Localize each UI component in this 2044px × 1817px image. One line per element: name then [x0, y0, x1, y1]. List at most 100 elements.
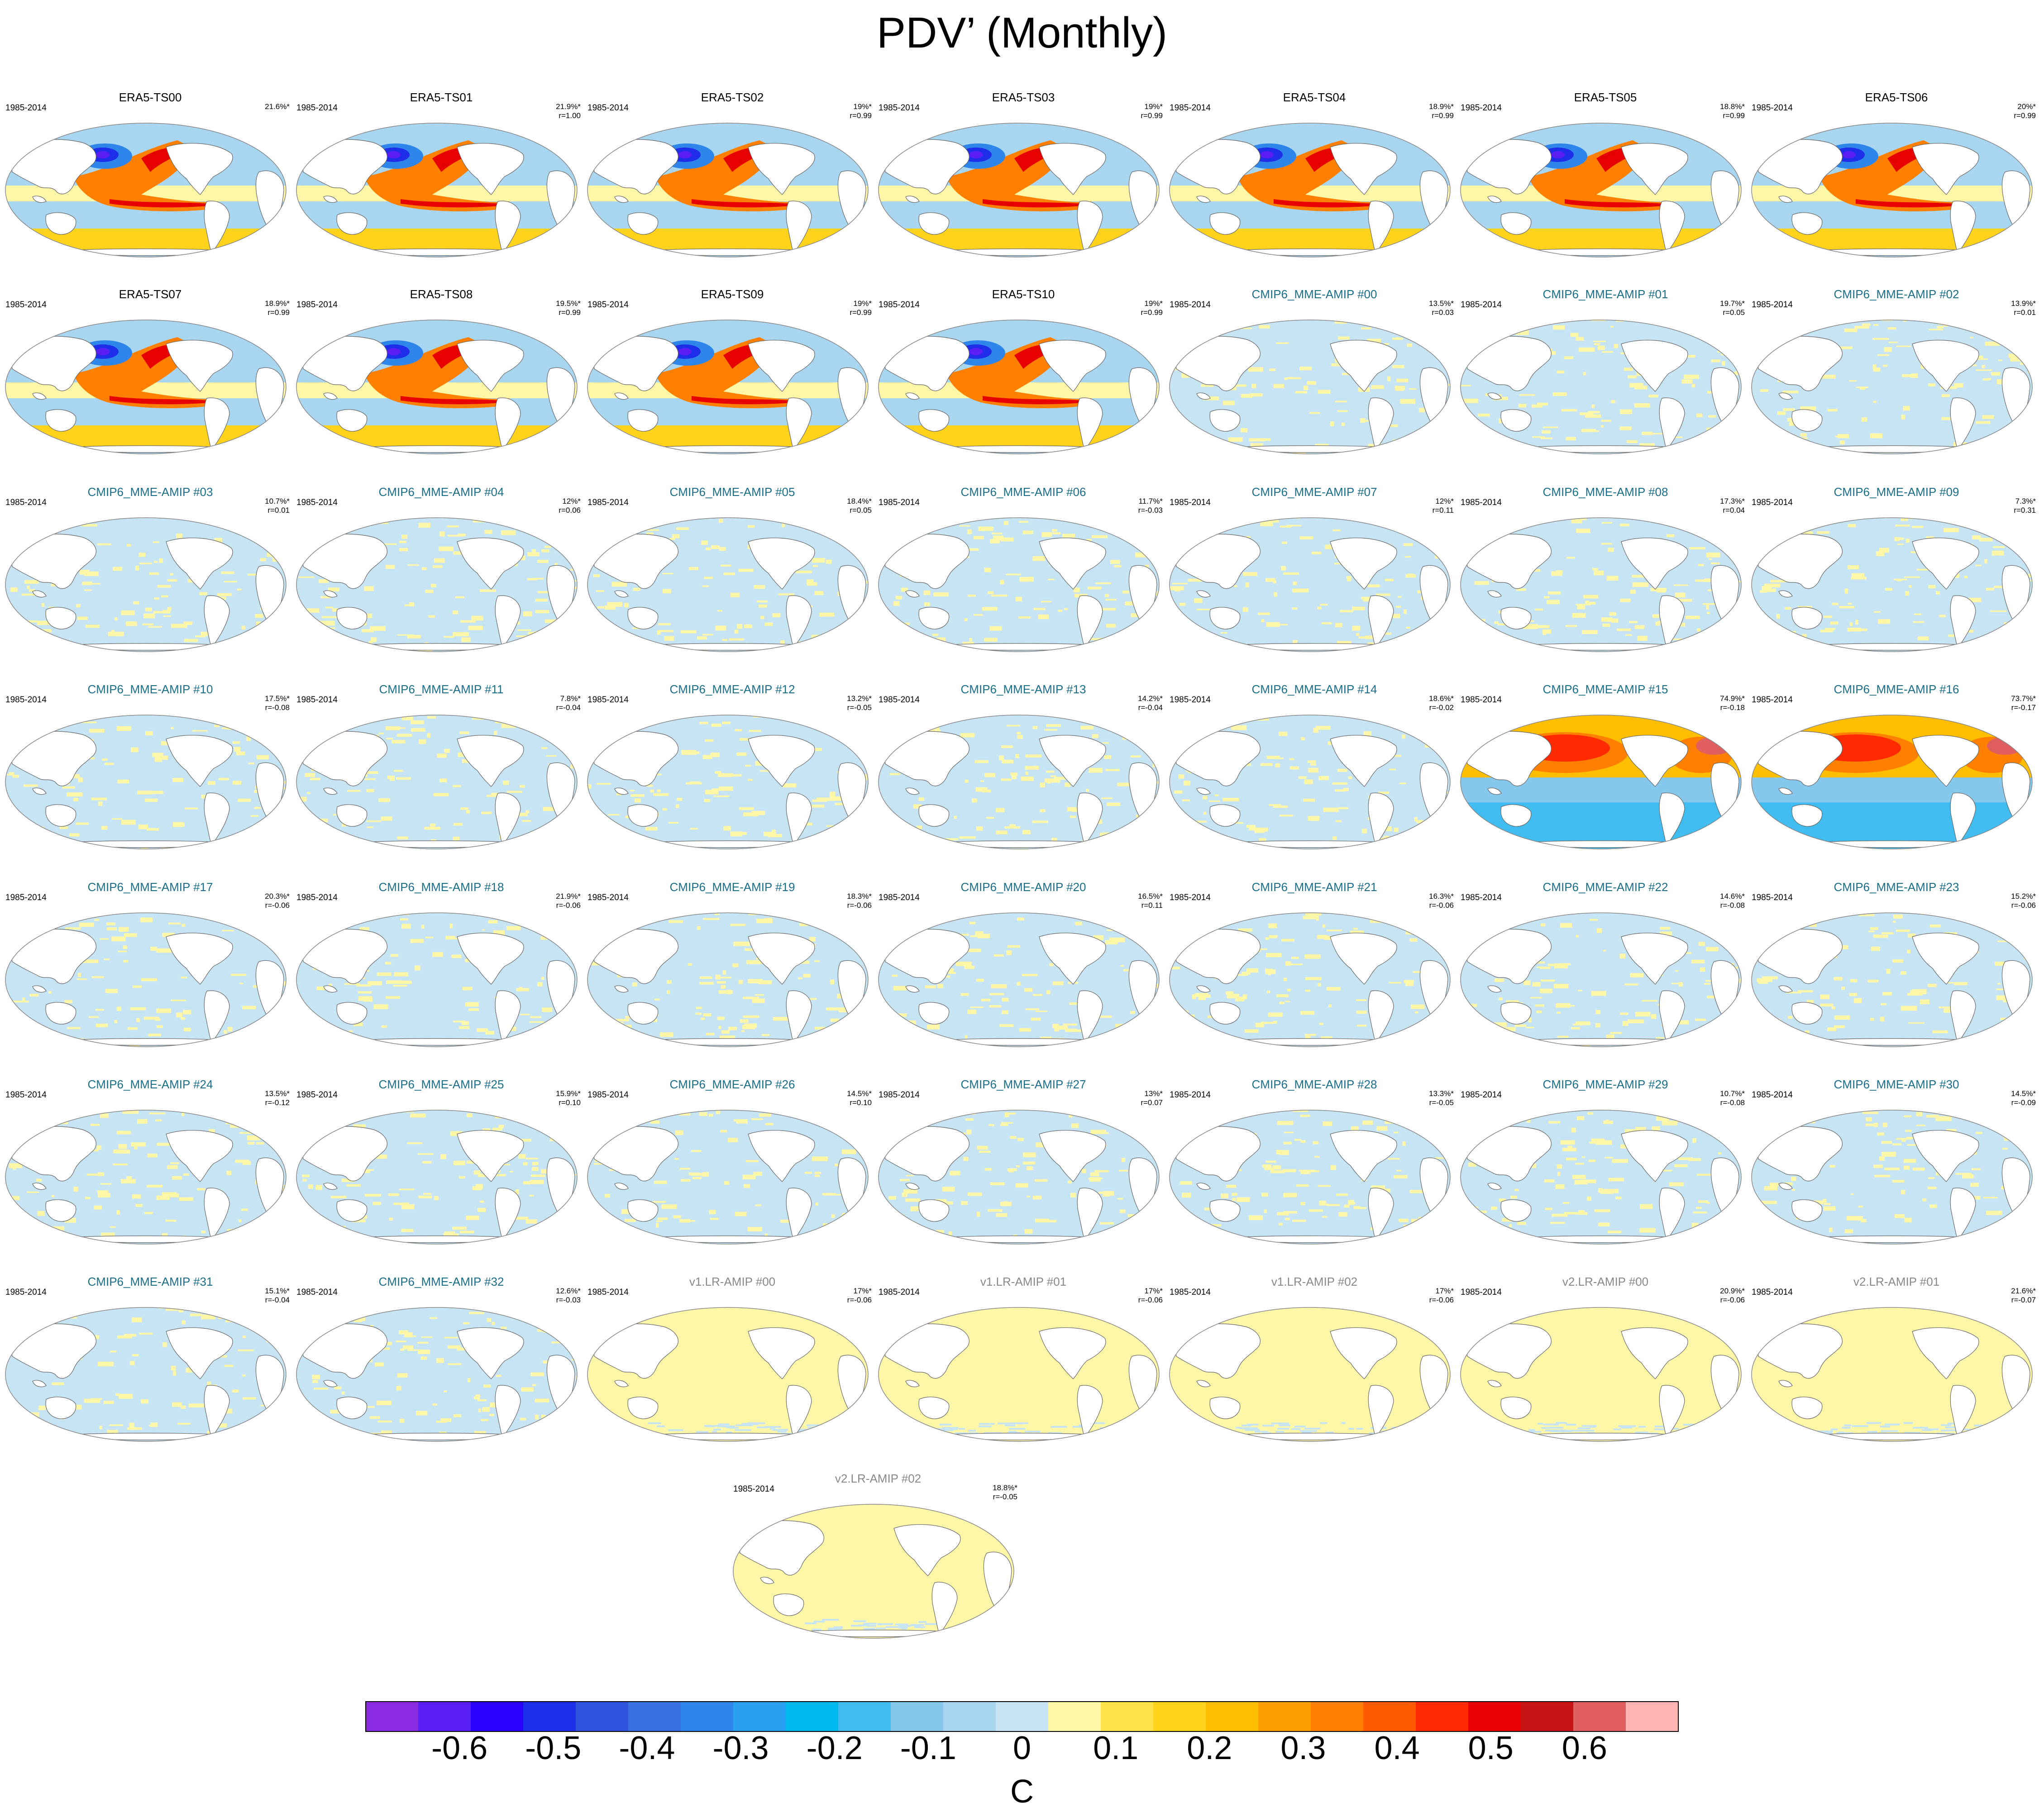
panel-period: 1985-2014 — [1752, 300, 1793, 310]
map-panel: v1.LR-AMIP #01 1985-2014 17%* r=-0.06 — [878, 1275, 1168, 1465]
panel-period: 1985-2014 — [587, 103, 629, 113]
map-svg — [1751, 123, 2033, 258]
panel-variance-pct: 15.1%* — [265, 1287, 290, 1295]
panel-correlation: r=-0.06 — [265, 901, 290, 910]
panel-title: CMIP6_MME-AMIP #00 — [1251, 287, 1377, 301]
map-panel: CMIP6_MME-AMIP #01 1985-2014 19.7%* r=0.05 — [1460, 287, 1750, 477]
panel-variance-pct: 15.2%* — [2011, 892, 2036, 901]
colorbar-tick-label: -0.6 — [431, 1730, 488, 1766]
panel-title: CMIP6_MME-AMIP #32 — [378, 1275, 504, 1288]
panel-period: 1985-2014 — [5, 695, 47, 705]
colorbar-segment — [576, 1702, 629, 1731]
map-panel: ERA5-TS05 1985-2014 18.8%* r=0.99 — [1460, 91, 1750, 281]
map-svg — [878, 1307, 1160, 1442]
panel-title: CMIP6_MME-AMIP #02 — [1834, 287, 1959, 301]
panel-title: v2.LR-AMIP #02 — [835, 1472, 922, 1485]
colorbar-segment — [1101, 1702, 1154, 1731]
colorbar-segment — [1468, 1702, 1521, 1731]
map-panel: CMIP6_MME-AMIP #04 1985-2014 12%* r=0.06 — [296, 485, 586, 675]
map-svg — [1751, 912, 2033, 1047]
panel-period: 1985-2014 — [733, 1484, 774, 1494]
map-svg — [1751, 320, 2033, 454]
colorbar-tick-label: 0 — [1012, 1730, 1032, 1766]
map-panel: CMIP6_MME-AMIP #23 1985-2014 15.2%* r=-0.06 — [1751, 880, 2041, 1070]
panel-title: CMIP6_MME-AMIP #27 — [960, 1078, 1086, 1091]
panel-variance-pct: 13.5%* — [265, 1089, 290, 1098]
panel-period: 1985-2014 — [5, 300, 47, 310]
panel-period: 1985-2014 — [879, 695, 920, 705]
map-svg — [1460, 123, 1742, 258]
panel-correlation: r=-0.09 — [2011, 1098, 2036, 1107]
panel-variance-pct: 17.3%* — [1720, 497, 1745, 506]
map-svg — [878, 320, 1160, 454]
panel-variance-pct: 16.5%* — [1138, 892, 1163, 901]
panel-period: 1985-2014 — [1170, 893, 1211, 902]
panel-correlation: r=-0.04 — [265, 1296, 290, 1304]
map-panel: CMIP6_MME-AMIP #22 1985-2014 14.6%* r=-0.08 — [1460, 880, 1750, 1070]
page-title: PDV’ (Monthly) — [877, 9, 1167, 57]
panel-correlation: r=0.04 — [1723, 506, 1745, 515]
map-panel: CMIP6_MME-AMIP #08 1985-2014 17.3%* r=0.04 — [1460, 485, 1750, 675]
panel-variance-pct: 12.6%* — [556, 1287, 581, 1295]
panel-correlation: r=-0.06 — [1138, 1296, 1163, 1304]
panel-period: 1985-2014 — [5, 103, 47, 113]
panel-period: 1985-2014 — [1170, 498, 1211, 507]
panel-variance-pct: 17.5%* — [265, 694, 290, 703]
map-svg — [1751, 517, 2033, 652]
panel-variance-pct: 13.9%* — [2011, 299, 2036, 308]
panel-title: ERA5-TS09 — [701, 287, 764, 301]
map-svg — [1169, 123, 1451, 258]
map-svg — [1751, 1307, 2033, 1442]
map-svg — [1460, 912, 1742, 1047]
panel-title: CMIP6_MME-AMIP #14 — [1251, 682, 1377, 696]
panel-variance-pct: 14.5%* — [2011, 1089, 2036, 1098]
colorbar-segment — [1626, 1702, 1679, 1731]
map-svg — [5, 517, 287, 652]
panel-variance-pct: 19.5%* — [556, 299, 581, 308]
panel-correlation: r=-0.06 — [847, 901, 872, 910]
map-panel: CMIP6_MME-AMIP #25 1985-2014 15.9%* r=0.10 — [296, 1078, 586, 1268]
panel-period: 1985-2014 — [1170, 1090, 1211, 1100]
colorbar-segment — [628, 1702, 681, 1731]
colorbar-segment — [1363, 1702, 1416, 1731]
panel-title: CMIP6_MME-AMIP #04 — [378, 485, 504, 499]
colorbar-segment — [366, 1702, 419, 1731]
map-panel: CMIP6_MME-AMIP #18 1985-2014 21.9%* r=-0.06 — [296, 880, 586, 1070]
panel-variance-pct: 20.9%* — [1720, 1287, 1745, 1295]
map-svg — [1169, 517, 1451, 652]
colorbar-tick-label: 0.4 — [1374, 1730, 1420, 1766]
colorbar — [365, 1701, 1679, 1732]
panel-period: 1985-2014 — [1170, 695, 1211, 705]
panel-title: CMIP6_MME-AMIP #15 — [1543, 682, 1668, 696]
panel-variance-pct: 18.8%* — [993, 1483, 1017, 1492]
map-panel: CMIP6_MME-AMIP #15 1985-2014 74.9%* r=-0.18 — [1460, 682, 1750, 873]
map-panel: ERA5-TS09 1985-2014 19%* r=0.99 — [587, 287, 877, 477]
colorbar-segment — [786, 1702, 839, 1731]
panel-period: 1985-2014 — [296, 893, 338, 902]
panel-period: 1985-2014 — [879, 893, 920, 902]
map-svg — [587, 1110, 869, 1245]
map-svg — [5, 715, 287, 849]
panel-variance-pct: 21.6%* — [2011, 1287, 2036, 1295]
panel-variance-pct: 18.4%* — [847, 497, 872, 506]
panel-correlation: r=0.99 — [850, 308, 872, 317]
panel-period: 1985-2014 — [587, 300, 629, 310]
map-panel: CMIP6_MME-AMIP #07 1985-2014 12%* r=0.11 — [1169, 485, 1459, 675]
panel-period: 1985-2014 — [296, 695, 338, 705]
panel-variance-pct: 10.7%* — [265, 497, 290, 506]
panel-variance-pct: 10.7%* — [1720, 1089, 1745, 1098]
map-panel: CMIP6_MME-AMIP #20 1985-2014 16.5%* r=0.11 — [878, 880, 1168, 1070]
panel-correlation: r=-0.06 — [1429, 1296, 1454, 1304]
panel-correlation: r=1.00 — [559, 111, 581, 120]
panel-period: 1985-2014 — [5, 893, 47, 902]
map-svg — [5, 912, 287, 1047]
panel-variance-pct: 20.3%* — [265, 892, 290, 901]
panel-period: 1985-2014 — [1752, 1090, 1793, 1100]
panel-period: 1985-2014 — [1170, 300, 1211, 310]
map-svg — [587, 912, 869, 1047]
panel-correlation: r=0.11 — [1141, 901, 1163, 910]
map-svg — [878, 912, 1160, 1047]
panel-variance-pct: 19%* — [1144, 299, 1163, 308]
panel-period: 1985-2014 — [5, 1090, 47, 1100]
panel-variance-pct: 17%* — [1144, 1287, 1163, 1295]
